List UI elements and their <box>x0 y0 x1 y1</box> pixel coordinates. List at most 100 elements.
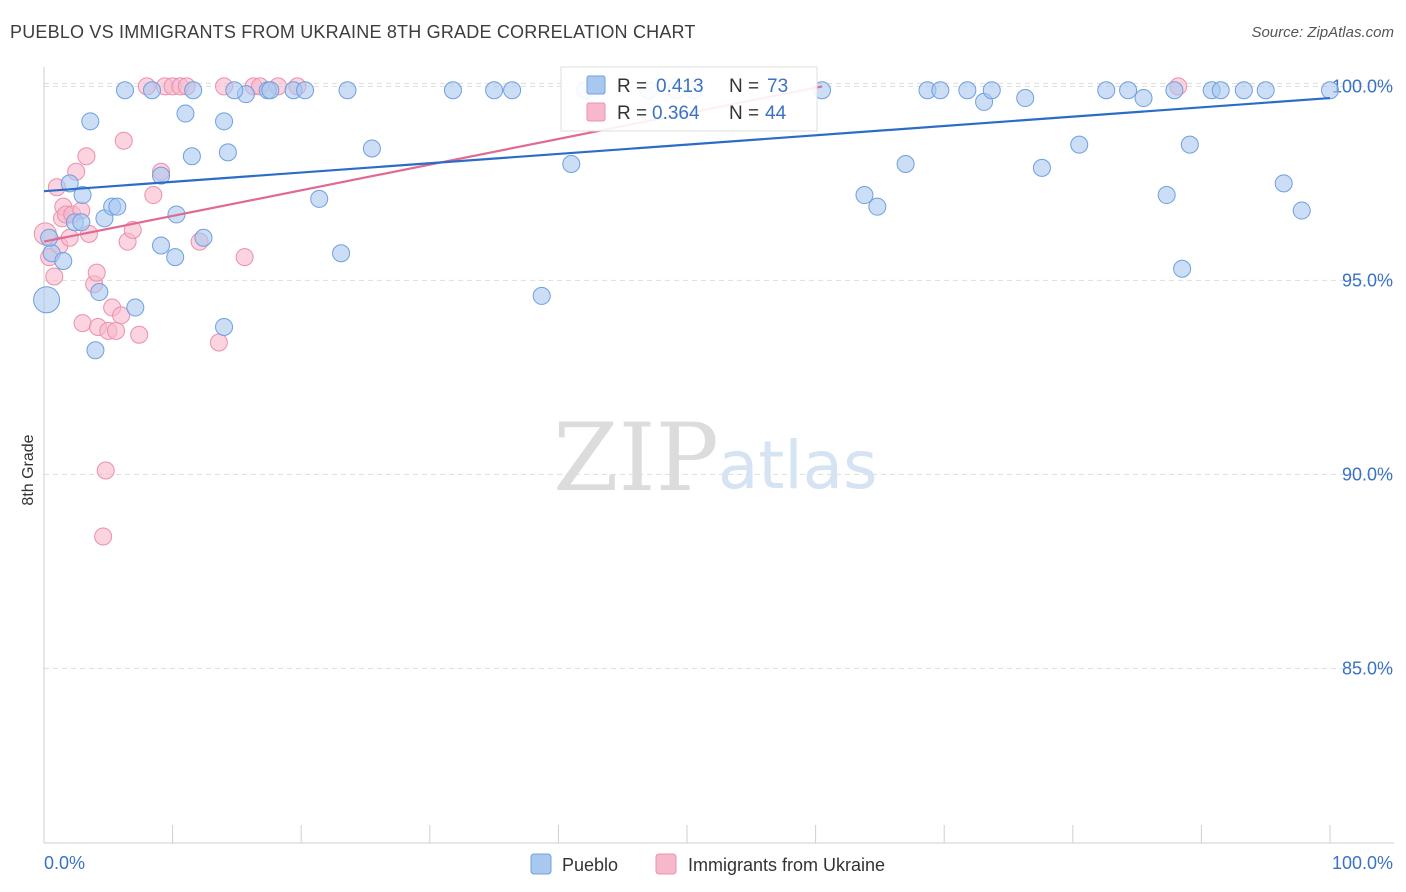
point-pueblo <box>182 147 201 166</box>
bottom-legend-label-pueblo: Pueblo <box>562 855 618 875</box>
point-pueblo <box>310 189 329 208</box>
point-pueblo <box>1134 89 1153 108</box>
point-pueblo <box>1070 135 1089 154</box>
y-tick-label: 90.0% <box>1342 464 1393 484</box>
point-pueblo <box>485 81 504 100</box>
point-pueblo <box>60 174 79 193</box>
y-axis-label: 8th Grade <box>20 434 37 505</box>
point-pueblo <box>261 81 280 100</box>
point-pueblo <box>532 286 551 305</box>
legend-r-value-pueblo: 0.413 <box>656 76 704 97</box>
point-pueblo <box>868 197 887 216</box>
point-pueblo <box>1211 81 1230 100</box>
point-pueblo <box>1119 81 1138 100</box>
point-ukraine <box>96 461 115 480</box>
legend-r-label-ukraine: R = <box>617 103 647 124</box>
bottom-legend-label-ukraine: Immigrants from Ukraine <box>688 855 885 875</box>
point-pueblo <box>184 81 203 100</box>
point-pueblo <box>81 112 100 131</box>
point-pueblo <box>116 81 135 100</box>
point-pueblo <box>931 81 950 100</box>
point-pueblo <box>362 139 381 158</box>
legend-n-label-ukraine: N = <box>729 103 759 124</box>
point-pueblo <box>958 81 977 100</box>
point-pueblo <box>1256 81 1275 100</box>
point-pueblo <box>143 81 162 100</box>
point-pueblo <box>152 166 171 185</box>
point-pueblo <box>338 81 357 100</box>
point-pueblo <box>90 283 109 302</box>
stats-legend: R = 0.413 N = 73 R = 0.364 N = 44 <box>560 66 818 132</box>
point-pueblo <box>1173 259 1192 278</box>
legend-n-label-pueblo: N = <box>729 76 759 97</box>
grid-lines <box>44 82 1394 669</box>
point-ukraine <box>45 267 64 286</box>
point-pueblo <box>1321 81 1339 100</box>
bottom-legend-swatch-ukraine <box>655 853 677 875</box>
point-ukraine <box>94 527 113 546</box>
point-pueblo <box>1274 174 1293 193</box>
x-tick-label-min: 0.0% <box>44 853 85 873</box>
point-pueblo <box>1234 81 1253 100</box>
point-pueblo <box>215 317 234 336</box>
point-pueblo <box>503 81 522 100</box>
point-pueblo <box>166 248 185 267</box>
point-pueblo <box>562 155 581 173</box>
bottom-legend-swatch-pueblo <box>530 853 552 875</box>
point-ukraine <box>73 314 92 333</box>
point-pueblo <box>215 112 234 131</box>
legend-swatch-ukraine <box>586 102 606 122</box>
watermark-atlas: atlas <box>718 427 878 504</box>
point-ukraine <box>112 306 131 325</box>
point-ukraine <box>235 248 254 267</box>
y-tick-label: 85.0% <box>1342 658 1393 678</box>
point-ukraine <box>130 325 149 344</box>
point-pueblo <box>443 81 462 100</box>
chart-source: Source: ZipAtlas.com <box>1251 24 1394 41</box>
point-pueblo <box>40 228 59 247</box>
y-tick-label: 95.0% <box>1342 270 1393 290</box>
point-pueblo <box>33 286 61 314</box>
point-ukraine <box>144 186 163 205</box>
point-pueblo <box>73 186 92 205</box>
point-pueblo <box>1180 135 1199 154</box>
legend-swatch-pueblo <box>586 75 606 95</box>
point-pueblo <box>896 155 915 173</box>
y-tick-label: 100.0% <box>1332 76 1393 96</box>
point-ukraine <box>87 263 106 282</box>
legend-r-value-ukraine: 0.364 <box>652 103 700 124</box>
legend-n-value-pueblo: 73 <box>767 76 788 97</box>
point-pueblo <box>1292 201 1311 220</box>
point-pueblo <box>218 143 237 162</box>
point-pueblo <box>225 81 244 100</box>
point-pueblo <box>152 236 171 255</box>
x-tick-label-max: 100.0% <box>1332 853 1393 873</box>
watermark: ZIP atlas <box>553 404 877 513</box>
series-legend: Pueblo Immigrants from Ukraine <box>530 853 885 875</box>
point-pueblo <box>54 252 73 270</box>
point-pueblo <box>86 341 105 360</box>
point-ukraine <box>114 131 133 150</box>
point-pueblo <box>982 81 1001 100</box>
point-pueblo <box>1157 186 1176 205</box>
point-ukraine <box>107 321 126 340</box>
point-pueblo <box>176 104 195 123</box>
watermark-zip: ZIP <box>553 404 719 513</box>
series-pueblo <box>33 81 1339 360</box>
legend-r-label-pueblo: R = <box>617 76 647 97</box>
point-pueblo <box>1097 81 1116 100</box>
legend-n-value-ukraine: 44 <box>765 103 787 124</box>
point-pueblo <box>332 244 351 263</box>
point-pueblo <box>1016 89 1035 108</box>
point-pueblo <box>126 298 145 317</box>
axes: 100.0% 95.0% 90.0% 85.0% 0.0% 100.0% <box>43 67 1394 873</box>
trend-line-pueblo <box>43 96 1331 193</box>
point-pueblo <box>296 81 315 100</box>
point-pueblo <box>855 186 874 205</box>
point-pueblo <box>194 228 213 247</box>
point-pueblo <box>72 213 91 232</box>
point-pueblo <box>1165 81 1184 100</box>
point-ukraine <box>77 147 96 166</box>
chart-title: PUEBLO VS IMMIGRANTS FROM UKRAINE 8TH GR… <box>10 22 696 42</box>
